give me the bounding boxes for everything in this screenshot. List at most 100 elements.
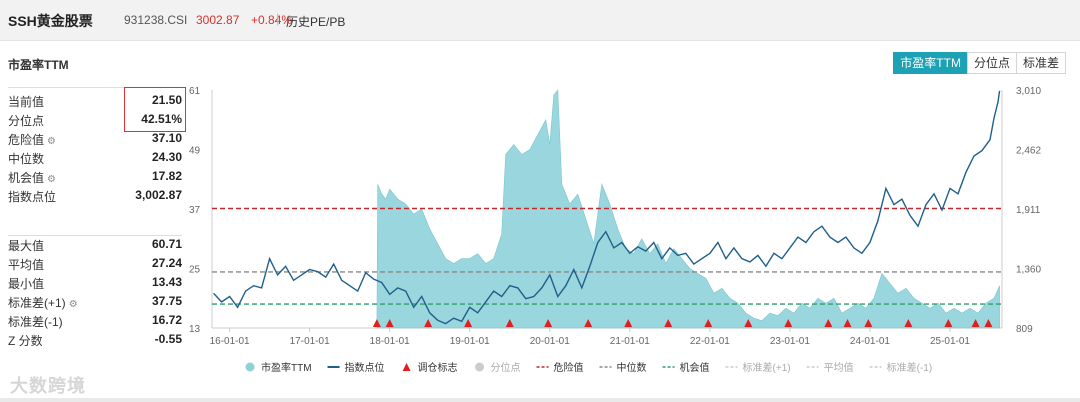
index-change: +0.84% — [251, 13, 293, 27]
title-bar: SSH黄金股票 931238.CSI 3002.87 +0.84% | 历史PE… — [0, 0, 1080, 41]
stat-row: 平均值 27.24 — [8, 256, 182, 274]
stat-value: -0.55 — [154, 332, 182, 346]
left-tick-label: 61 — [189, 86, 201, 97]
stat-value: 21.50 — [151, 93, 182, 107]
rebalance-marker — [624, 319, 633, 327]
x-tick-label: 19-01-01 — [450, 336, 490, 347]
stat-label: 中位数 — [8, 152, 45, 166]
rebalance-marker — [424, 319, 433, 327]
highlight-box — [124, 87, 186, 132]
rebalance-marker — [385, 319, 394, 327]
watermark: 大数跨境 — [10, 376, 86, 396]
legend-label: 市盈率TTM — [261, 361, 312, 374]
divider — [8, 235, 182, 236]
stat-label: 标准差(-1) — [8, 315, 63, 329]
x-tick-label: 23-01-01 — [770, 336, 810, 347]
rebalance-marker — [864, 319, 873, 327]
legend-label: 指数点位 — [345, 361, 385, 374]
right-tick-label: 1,360 — [1016, 264, 1041, 275]
legend-dot-icon — [245, 362, 255, 372]
left-tick-label: 37 — [189, 205, 201, 216]
gear-icon[interactable]: ⚙ — [68, 299, 78, 310]
legend-label: 机会值 — [680, 361, 710, 374]
stat-value: 60.71 — [151, 237, 182, 251]
stat-row: 指数点位 3,002.87 — [8, 188, 182, 206]
rebalance-marker — [824, 319, 833, 327]
right-tick-label: 1,911 — [1016, 205, 1041, 216]
rebalance-marker — [984, 319, 993, 327]
stat-label: 危险值 ⚙ — [8, 133, 56, 147]
stat-label: Z 分数 — [8, 334, 43, 348]
stat-label: 当前值 — [8, 95, 45, 109]
x-tick-label: 24-01-01 — [850, 336, 890, 347]
stat-row: 机会值 ⚙ 17.82 — [8, 169, 182, 187]
rebalance-marker — [744, 319, 753, 327]
stat-row: 危险值 ⚙ 37.10 — [8, 131, 182, 149]
rebalance-marker — [843, 319, 852, 327]
pe-area-series — [376, 89, 1000, 329]
metric-tabs: 市盈率TTM 分位点 标准差 — [893, 52, 1066, 74]
x-tick-label: 18-01-01 — [370, 336, 410, 347]
x-tick-label: 16-01-01 — [210, 336, 250, 347]
left-tick-label: 49 — [189, 146, 201, 157]
index-price: 3002.87 — [196, 13, 240, 27]
stat-value: 13.43 — [151, 275, 182, 289]
stat-row: 标准差(+1) ⚙ 37.75 — [8, 294, 182, 312]
legend-label: 平均值 — [824, 361, 854, 374]
gear-icon[interactable]: ⚙ — [47, 136, 56, 147]
legend-dot-icon — [475, 362, 485, 372]
rebalance-marker — [505, 319, 514, 327]
divider — [8, 87, 182, 88]
rebalance-marker — [944, 319, 953, 327]
tab-percentile[interactable]: 分位点 — [966, 52, 1017, 74]
x-tick-label: 25-01-01 — [930, 336, 970, 347]
stat-label: 最大值 — [8, 239, 45, 253]
legend-label: 标准差(-1) — [887, 361, 933, 374]
stat-value: 27.24 — [151, 256, 182, 270]
stat-label: 分位点 — [8, 114, 45, 128]
rebalance-marker — [664, 319, 673, 327]
history-pe-pb-link[interactable]: 历史PE/PB — [286, 15, 346, 29]
stat-value: 42.51% — [141, 112, 182, 126]
separator: | — [276, 11, 280, 26]
stat-row: Z 分数 -0.55 — [8, 332, 182, 350]
stat-label: 指数点位 — [8, 190, 57, 204]
tab-std-dev[interactable]: 标准差 — [1015, 52, 1066, 74]
x-tick-label: 21-01-01 — [610, 336, 650, 347]
rebalance-marker — [372, 319, 381, 327]
legend-triangle-icon — [402, 363, 411, 371]
x-tick-label: 20-01-01 — [530, 336, 570, 347]
stat-value: 37.75 — [151, 294, 182, 308]
legend-label: 中位数 — [617, 361, 647, 374]
index-name: SSH黄金股票 — [8, 13, 93, 29]
x-tick-label: 22-01-01 — [690, 336, 730, 347]
section-title: 市盈率TTM — [8, 58, 69, 72]
right-tick-label: 3,010 — [1016, 86, 1041, 97]
rebalance-marker — [904, 319, 913, 327]
rebalance-marker — [584, 319, 593, 327]
index-line-series — [213, 90, 1001, 325]
legend-label: 危险值 — [554, 361, 584, 374]
stat-value: 37.10 — [151, 131, 182, 145]
legend-label: 标准差(+1) — [743, 361, 791, 374]
x-tick-label: 17-01-01 — [290, 336, 330, 347]
left-tick-label: 25 — [189, 265, 201, 276]
rebalance-marker — [784, 319, 793, 327]
legend-label: 调仓标志 — [418, 361, 458, 374]
rebalance-marker — [464, 319, 473, 327]
stat-label: 标准差(+1) ⚙ — [8, 296, 78, 310]
rebalance-marker — [971, 319, 980, 327]
stat-row: 标准差(-1) 16.72 — [8, 313, 182, 331]
stat-value: 16.72 — [151, 313, 182, 327]
left-tick-label: 13 — [189, 324, 201, 335]
legend-label: 分位点 — [491, 361, 521, 374]
gear-icon[interactable]: ⚙ — [47, 174, 56, 185]
stat-row: 最大值 60.71 — [8, 237, 182, 255]
stat-row: 分位点 42.51% — [8, 112, 182, 130]
rebalance-marker — [544, 319, 553, 327]
right-tick-label: 2,462 — [1016, 145, 1041, 156]
stat-label: 最小值 — [8, 277, 45, 291]
stat-label: 机会值 ⚙ — [8, 171, 56, 185]
tab-pe-ttm[interactable]: 市盈率TTM — [893, 52, 968, 74]
